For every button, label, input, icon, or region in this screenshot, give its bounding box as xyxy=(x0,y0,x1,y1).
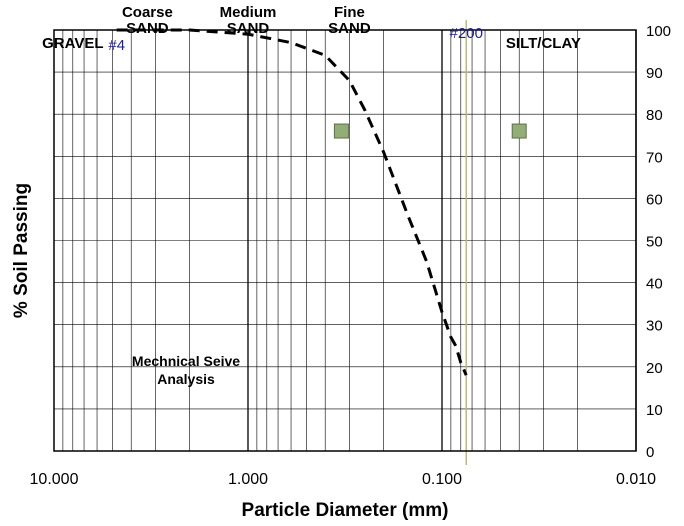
soil-zone-label: SAND xyxy=(328,20,371,37)
y-axis-title: % Soil Passing xyxy=(11,183,32,318)
y-tick-label: 70 xyxy=(646,149,663,166)
sieve-label: #200 xyxy=(450,25,483,42)
series xyxy=(116,28,527,376)
annotation-text: Mechnical Seive xyxy=(132,353,240,369)
soil-zone-label: SILT/CLAY xyxy=(506,35,581,52)
y-tick-label: 80 xyxy=(646,107,663,124)
y-tick-label: 60 xyxy=(646,191,663,208)
y-tick-label: 40 xyxy=(646,276,663,293)
soil-zone-label: Fine xyxy=(334,4,365,21)
soil-zone-label: SAND xyxy=(126,20,169,37)
x-tick-label: 0.010 xyxy=(616,471,656,488)
gradation-curve xyxy=(116,28,468,376)
y-tick-label: 90 xyxy=(646,65,663,82)
y-tick-label: 50 xyxy=(646,234,663,251)
sieve-label: #4 xyxy=(108,37,125,54)
soil-zone-label: Coarse xyxy=(122,4,173,21)
y-tick-label: 100 xyxy=(646,23,671,40)
x-tick-label: 1.000 xyxy=(228,471,268,488)
x-axis-title: Particle Diameter (mm) xyxy=(242,500,449,521)
x-tick-label: 0.100 xyxy=(422,471,462,488)
soil-zone-label: SAND xyxy=(227,20,270,37)
y-tick-label: 20 xyxy=(646,360,663,377)
y-tick-label: 0 xyxy=(646,444,654,461)
annotation-text: Analysis xyxy=(157,371,215,387)
data-point-marker xyxy=(333,123,349,139)
x-tick-label: 10.000 xyxy=(30,471,79,488)
data-point-marker xyxy=(511,123,527,139)
y-tick-label: 10 xyxy=(646,402,663,419)
y-tick-label: 30 xyxy=(646,318,663,335)
plot-area-frame xyxy=(53,29,637,452)
soil-zone-label: Medium xyxy=(220,4,277,21)
soil-zone-label: GRAVEL xyxy=(42,35,103,52)
labels: 0 10 20 30 40 50 60 70 80 90 100 10.000 1.000 0.100 0.… xyxy=(30,4,672,488)
